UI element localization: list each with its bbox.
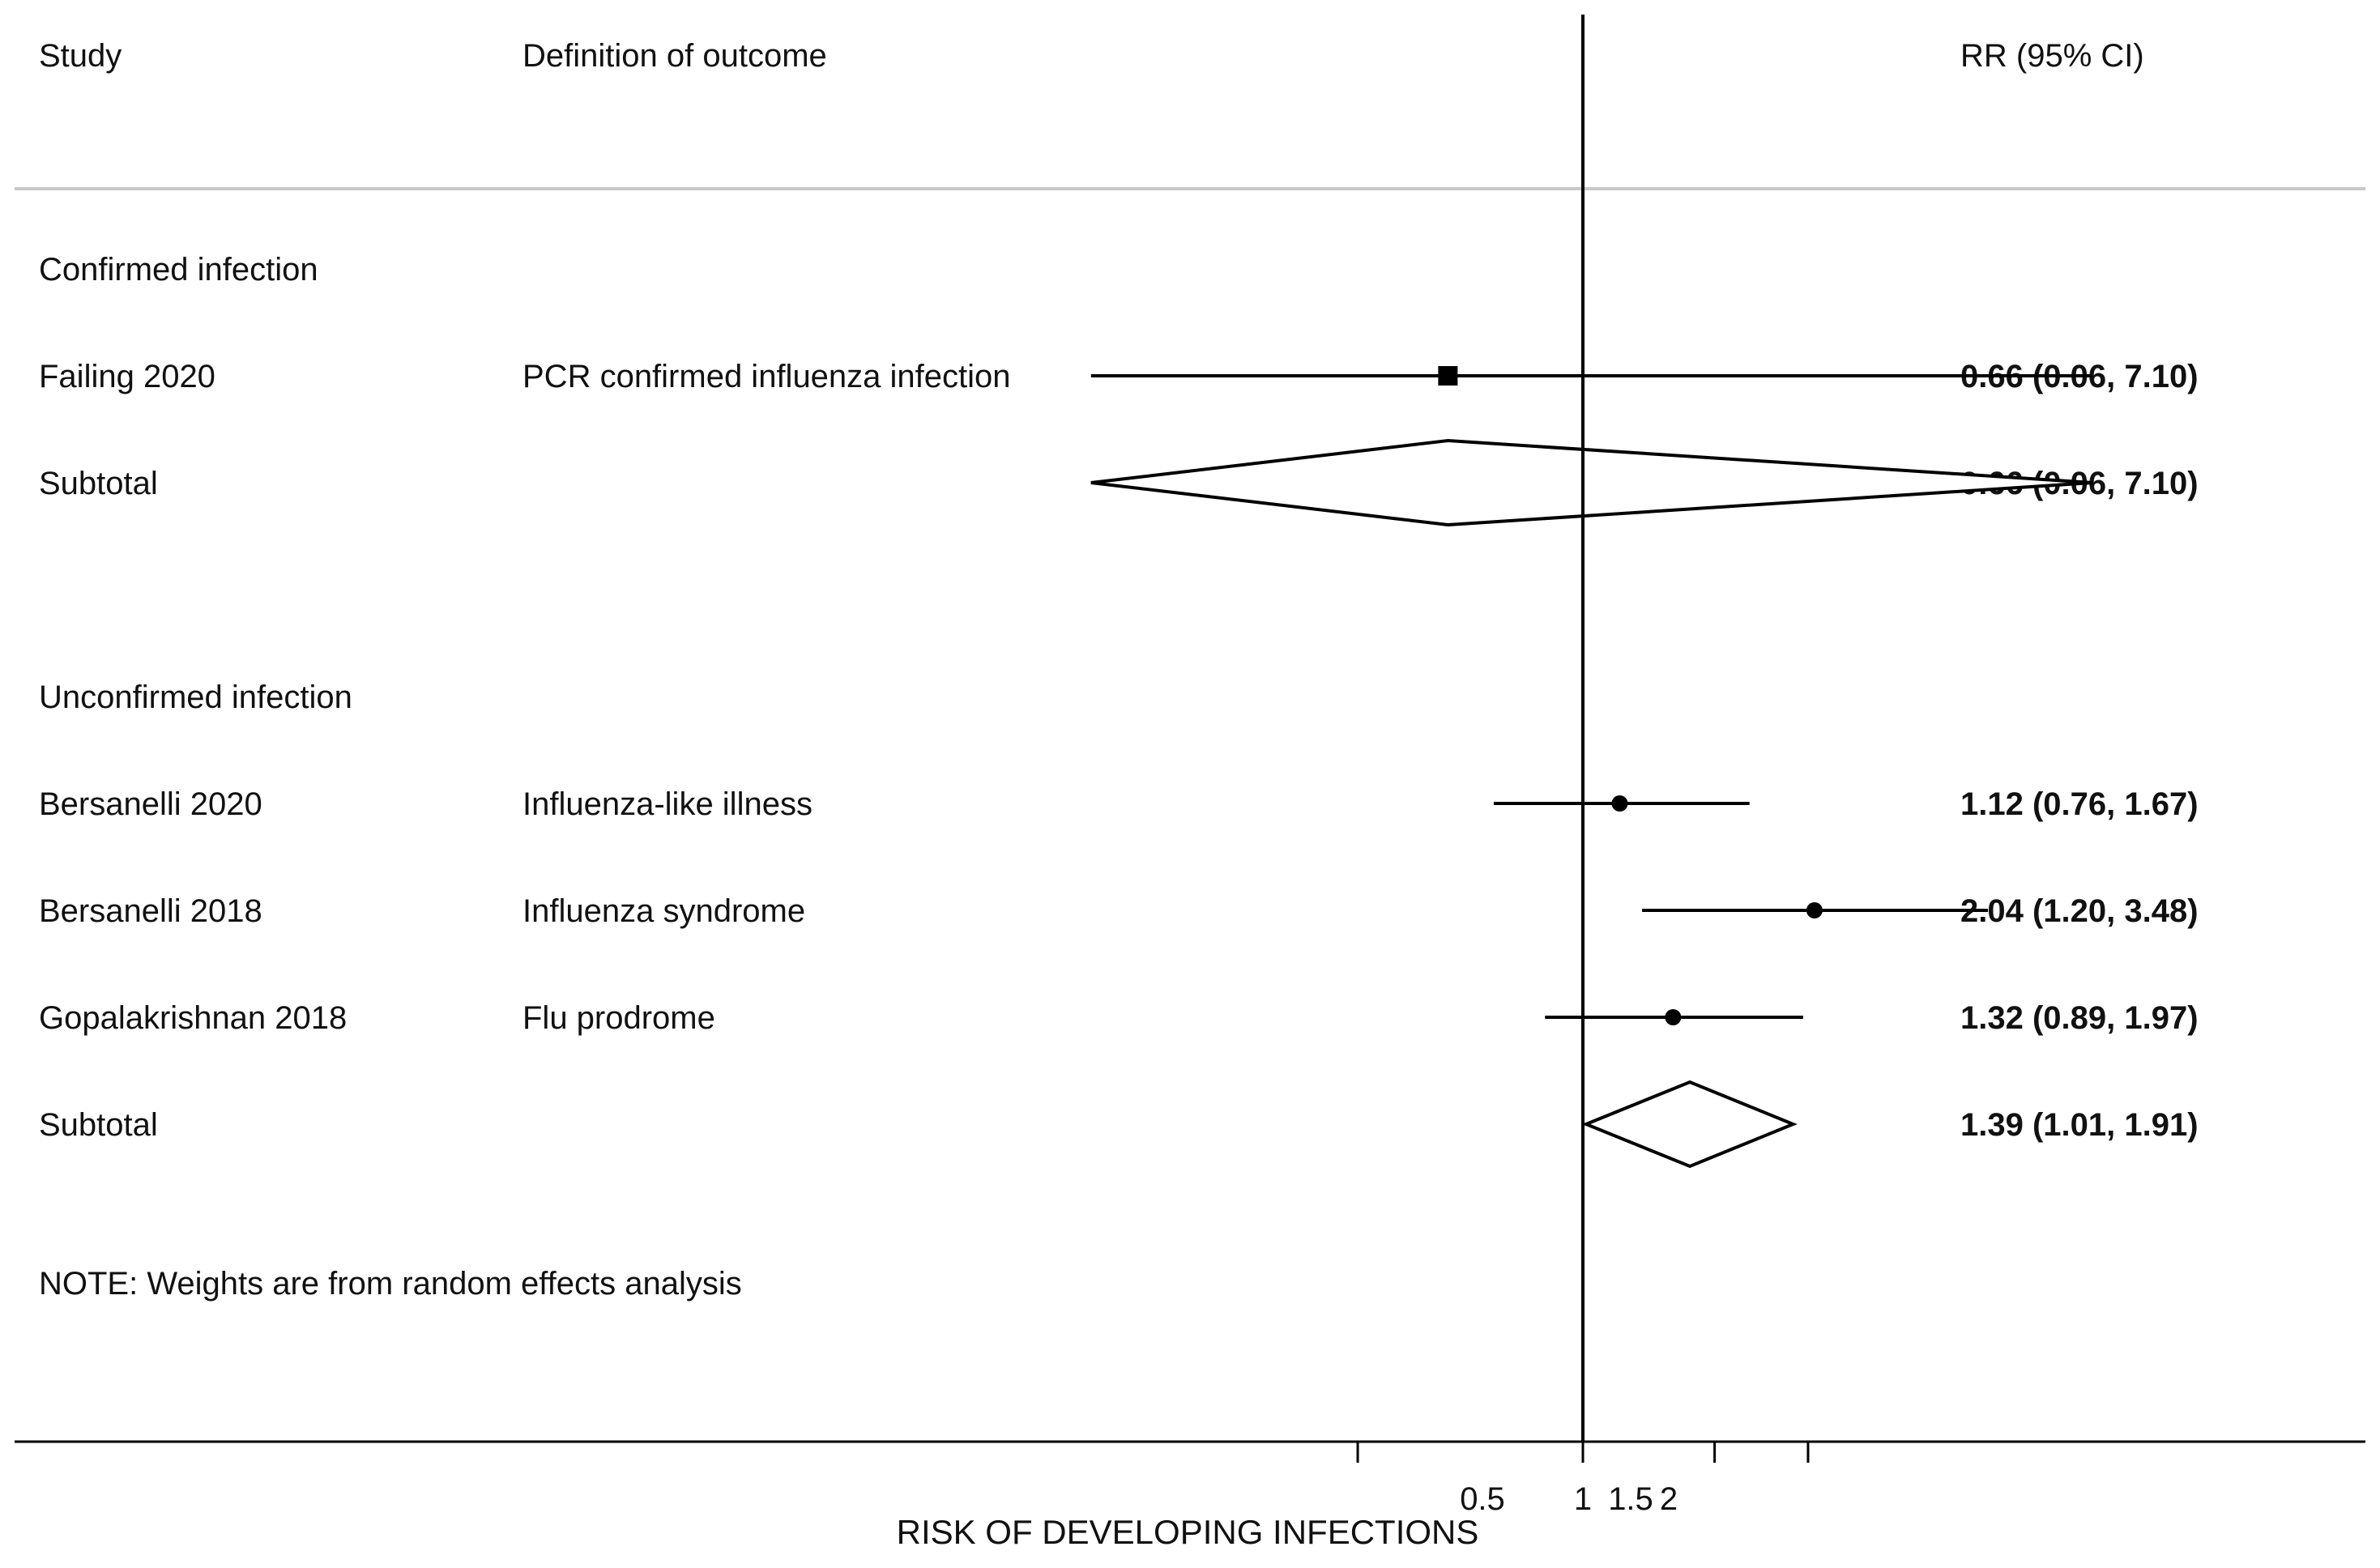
row-study: Gopalakrishnan 2018 Flu prodrome 1.32 (0.8… <box>39 1000 2199 1036</box>
tick-label: 0.5 <box>1460 1481 1505 1517</box>
tick-label: 1.5 <box>1608 1481 1653 1517</box>
point-estimate-square <box>1438 366 1458 386</box>
row-group: Unconfirmed infection <box>39 680 352 715</box>
outcome-definition: Influenza-like illness <box>522 786 813 822</box>
study-name: Bersanelli 2018 <box>39 893 262 929</box>
x-axis-ticks: 0.5 1 1.5 2 <box>1356 1442 1810 1517</box>
tick-label: 1 <box>1574 1481 1592 1517</box>
row-subtotal: Subtotal0.66 (0.06, 7.10) <box>39 438 2199 527</box>
effect-estimate: 2.04 (1.20, 3.48) <box>1960 893 2199 929</box>
row-study: Bersanelli 2018 Influenza syndrome 2.04 (1… <box>39 893 2199 929</box>
tick-label: 2 <box>1660 1481 1678 1517</box>
header-study: Study <box>39 38 122 74</box>
subtotal-label: Subtotal <box>39 466 158 501</box>
study-name: Failing 2020 <box>39 359 215 394</box>
row-subtotal: Subtotal 1.39 (1.01, 1.91) <box>39 1080 2199 1169</box>
study-name: Bersanelli 2020 <box>39 786 262 822</box>
forest-rows: Confirmed infection Failing 2020 PCR confi… <box>39 252 2199 1169</box>
effect-estimate: 1.12 (0.76, 1.67) <box>1960 786 2199 822</box>
subtotal-estimate: 1.39 (1.01, 1.91) <box>1960 1107 2199 1143</box>
header-definition: Definition of outcome <box>522 38 827 74</box>
point-estimate-dot <box>1611 795 1628 812</box>
point-estimate-dot <box>1665 1009 1682 1025</box>
study-name: Gopalakrishnan 2018 <box>39 1000 347 1036</box>
subtotal-diamond <box>1581 1080 1798 1169</box>
row-group: Confirmed infection <box>39 252 318 288</box>
subtotal-diamond <box>1090 438 2093 527</box>
subtotal-label: Subtotal <box>39 1107 158 1143</box>
x-axis-title: RISK OF DEVELOPING INFECTIONS <box>897 1513 1479 1551</box>
outcome-definition: Influenza syndrome <box>522 893 805 929</box>
header-rr: RR (95% CI) <box>1960 38 2144 74</box>
outcome-definition: PCR confirmed influenza infection <box>522 359 1011 394</box>
group-label: Confirmed infection <box>39 252 318 288</box>
outcome-definition: Flu prodrome <box>522 1000 715 1036</box>
footnote: NOTE: Weights are from random effects an… <box>39 1266 742 1302</box>
point-estimate-dot <box>1806 902 1823 918</box>
row-study: Failing 2020 PCR confirmed influenza infe… <box>39 359 2199 394</box>
group-label: Unconfirmed infection <box>39 680 352 715</box>
row-study: Bersanelli 2020 Influenza-like illness 1.1… <box>39 786 2199 822</box>
effect-estimate: 1.32 (0.89, 1.97) <box>1960 1000 2199 1036</box>
